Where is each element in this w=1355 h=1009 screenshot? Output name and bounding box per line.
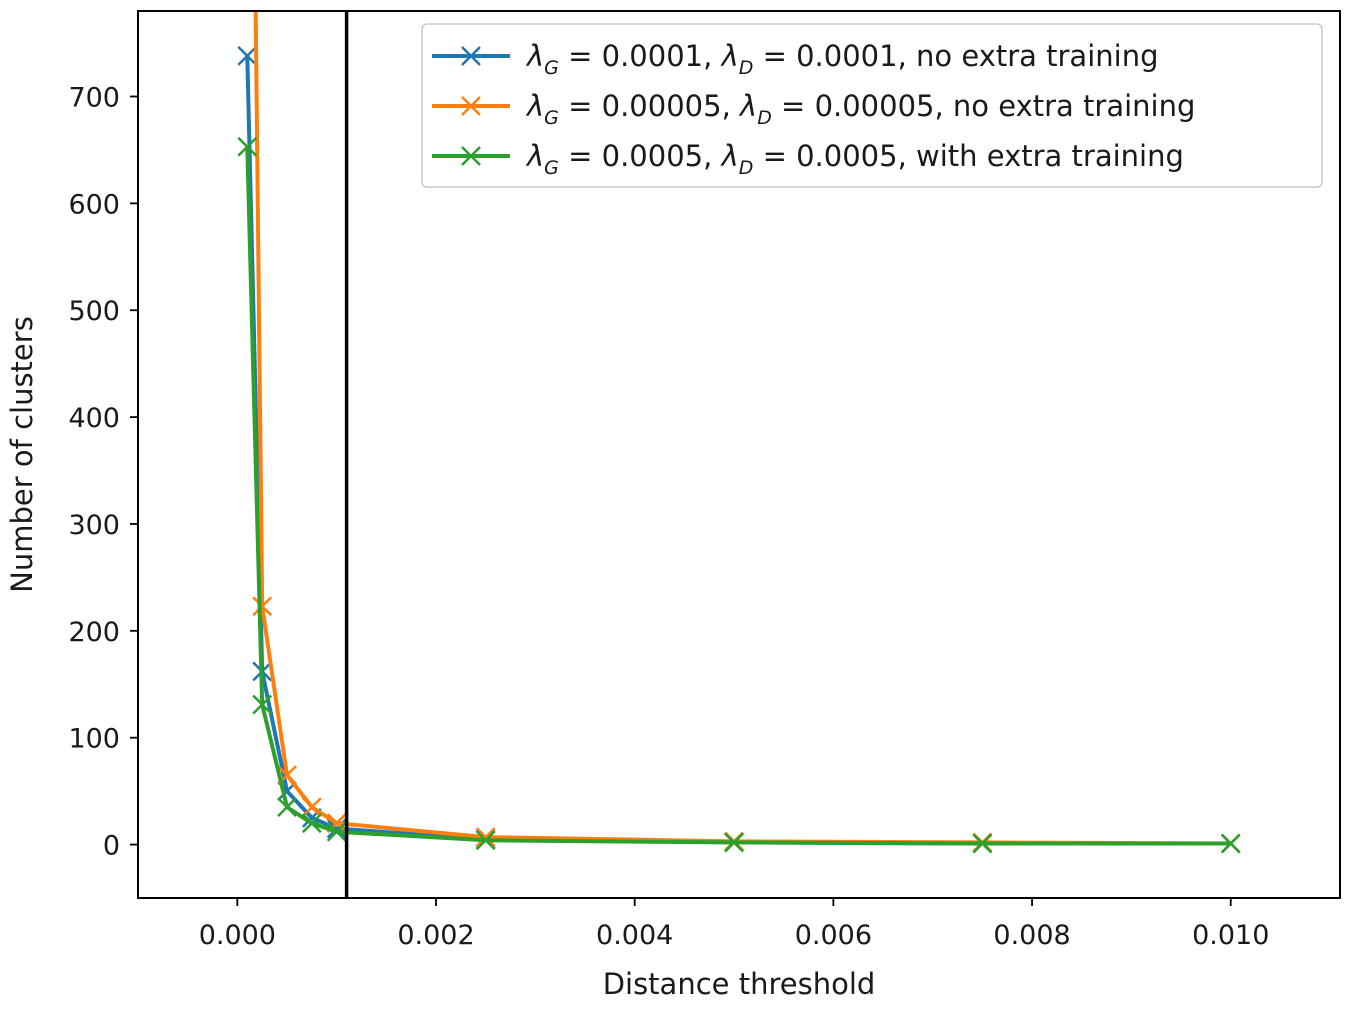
y-tick-label: 300 (68, 510, 120, 541)
legend-label: λG = 0.00005, λD = 0.00005, no extra tra… (525, 89, 1195, 129)
x-tick-label: 0.010 (1192, 920, 1269, 951)
x-tick-label: 0.004 (596, 920, 673, 951)
data-point-marker (237, 136, 258, 157)
data-point-marker (326, 821, 347, 842)
data-point-marker (475, 827, 496, 847)
data-point-marker (252, 596, 273, 617)
legend-item: λG = 0.00005, λD = 0.00005, no extra tra… (432, 89, 1195, 129)
legend: λG = 0.0001, λD = 0.0001, no extra train… (421, 23, 1323, 188)
plot-frame (137, 10, 1341, 899)
y-tick-label: 500 (68, 296, 120, 327)
x-tick-label: 0.006 (795, 920, 872, 951)
legend-label: λG = 0.0005, λD = 0.0005, with extra tra… (525, 139, 1184, 179)
legend-marker (461, 96, 481, 116)
y-tick-label: 600 (68, 189, 120, 220)
data-point-marker (277, 797, 297, 818)
series-3 (237, 136, 1241, 854)
x-tick-label: 0.008 (993, 920, 1070, 951)
series-layer (237, 11, 1241, 854)
y-tick-label: 0 (103, 831, 120, 862)
y-tick-label: 200 (68, 617, 120, 648)
data-point-marker (301, 797, 322, 818)
data-point-marker (724, 832, 744, 853)
y-tick-label: 100 (68, 724, 120, 755)
x-tick-label: 0.002 (397, 920, 474, 951)
data-point-marker (237, 46, 258, 66)
legend-item: λG = 0.0005, λD = 0.0005, with extra tra… (432, 139, 1184, 179)
data-point-marker (475, 830, 496, 851)
legend-item: λG = 0.0001, λD = 0.0001, no extra train… (432, 39, 1158, 79)
y-tick-label: 700 (68, 82, 120, 113)
data-point-marker (252, 694, 273, 715)
y-tick-label: 400 (68, 403, 120, 434)
series-line (245, 146, 1231, 846)
legend-marker (461, 146, 481, 166)
y-axis-ticks: 0 100 200 300 400 500 600 700 (68, 82, 138, 862)
legend-marker (461, 46, 481, 66)
x-axis-label: Distance threshold (603, 967, 876, 1001)
data-point-marker (301, 813, 322, 834)
legend-frame (421, 23, 1323, 188)
data-point-marker (972, 833, 993, 854)
x-axis-ticks: 0.000 0.002 0.004 0.006 0.008 0.010 (199, 898, 1269, 951)
y-axis-label: Number of clusters (5, 316, 39, 593)
legend-label: λG = 0.0001, λD = 0.0001, no extra train… (525, 39, 1158, 79)
x-tick-label: 0.000 (199, 920, 276, 951)
data-point-marker (1220, 833, 1241, 854)
